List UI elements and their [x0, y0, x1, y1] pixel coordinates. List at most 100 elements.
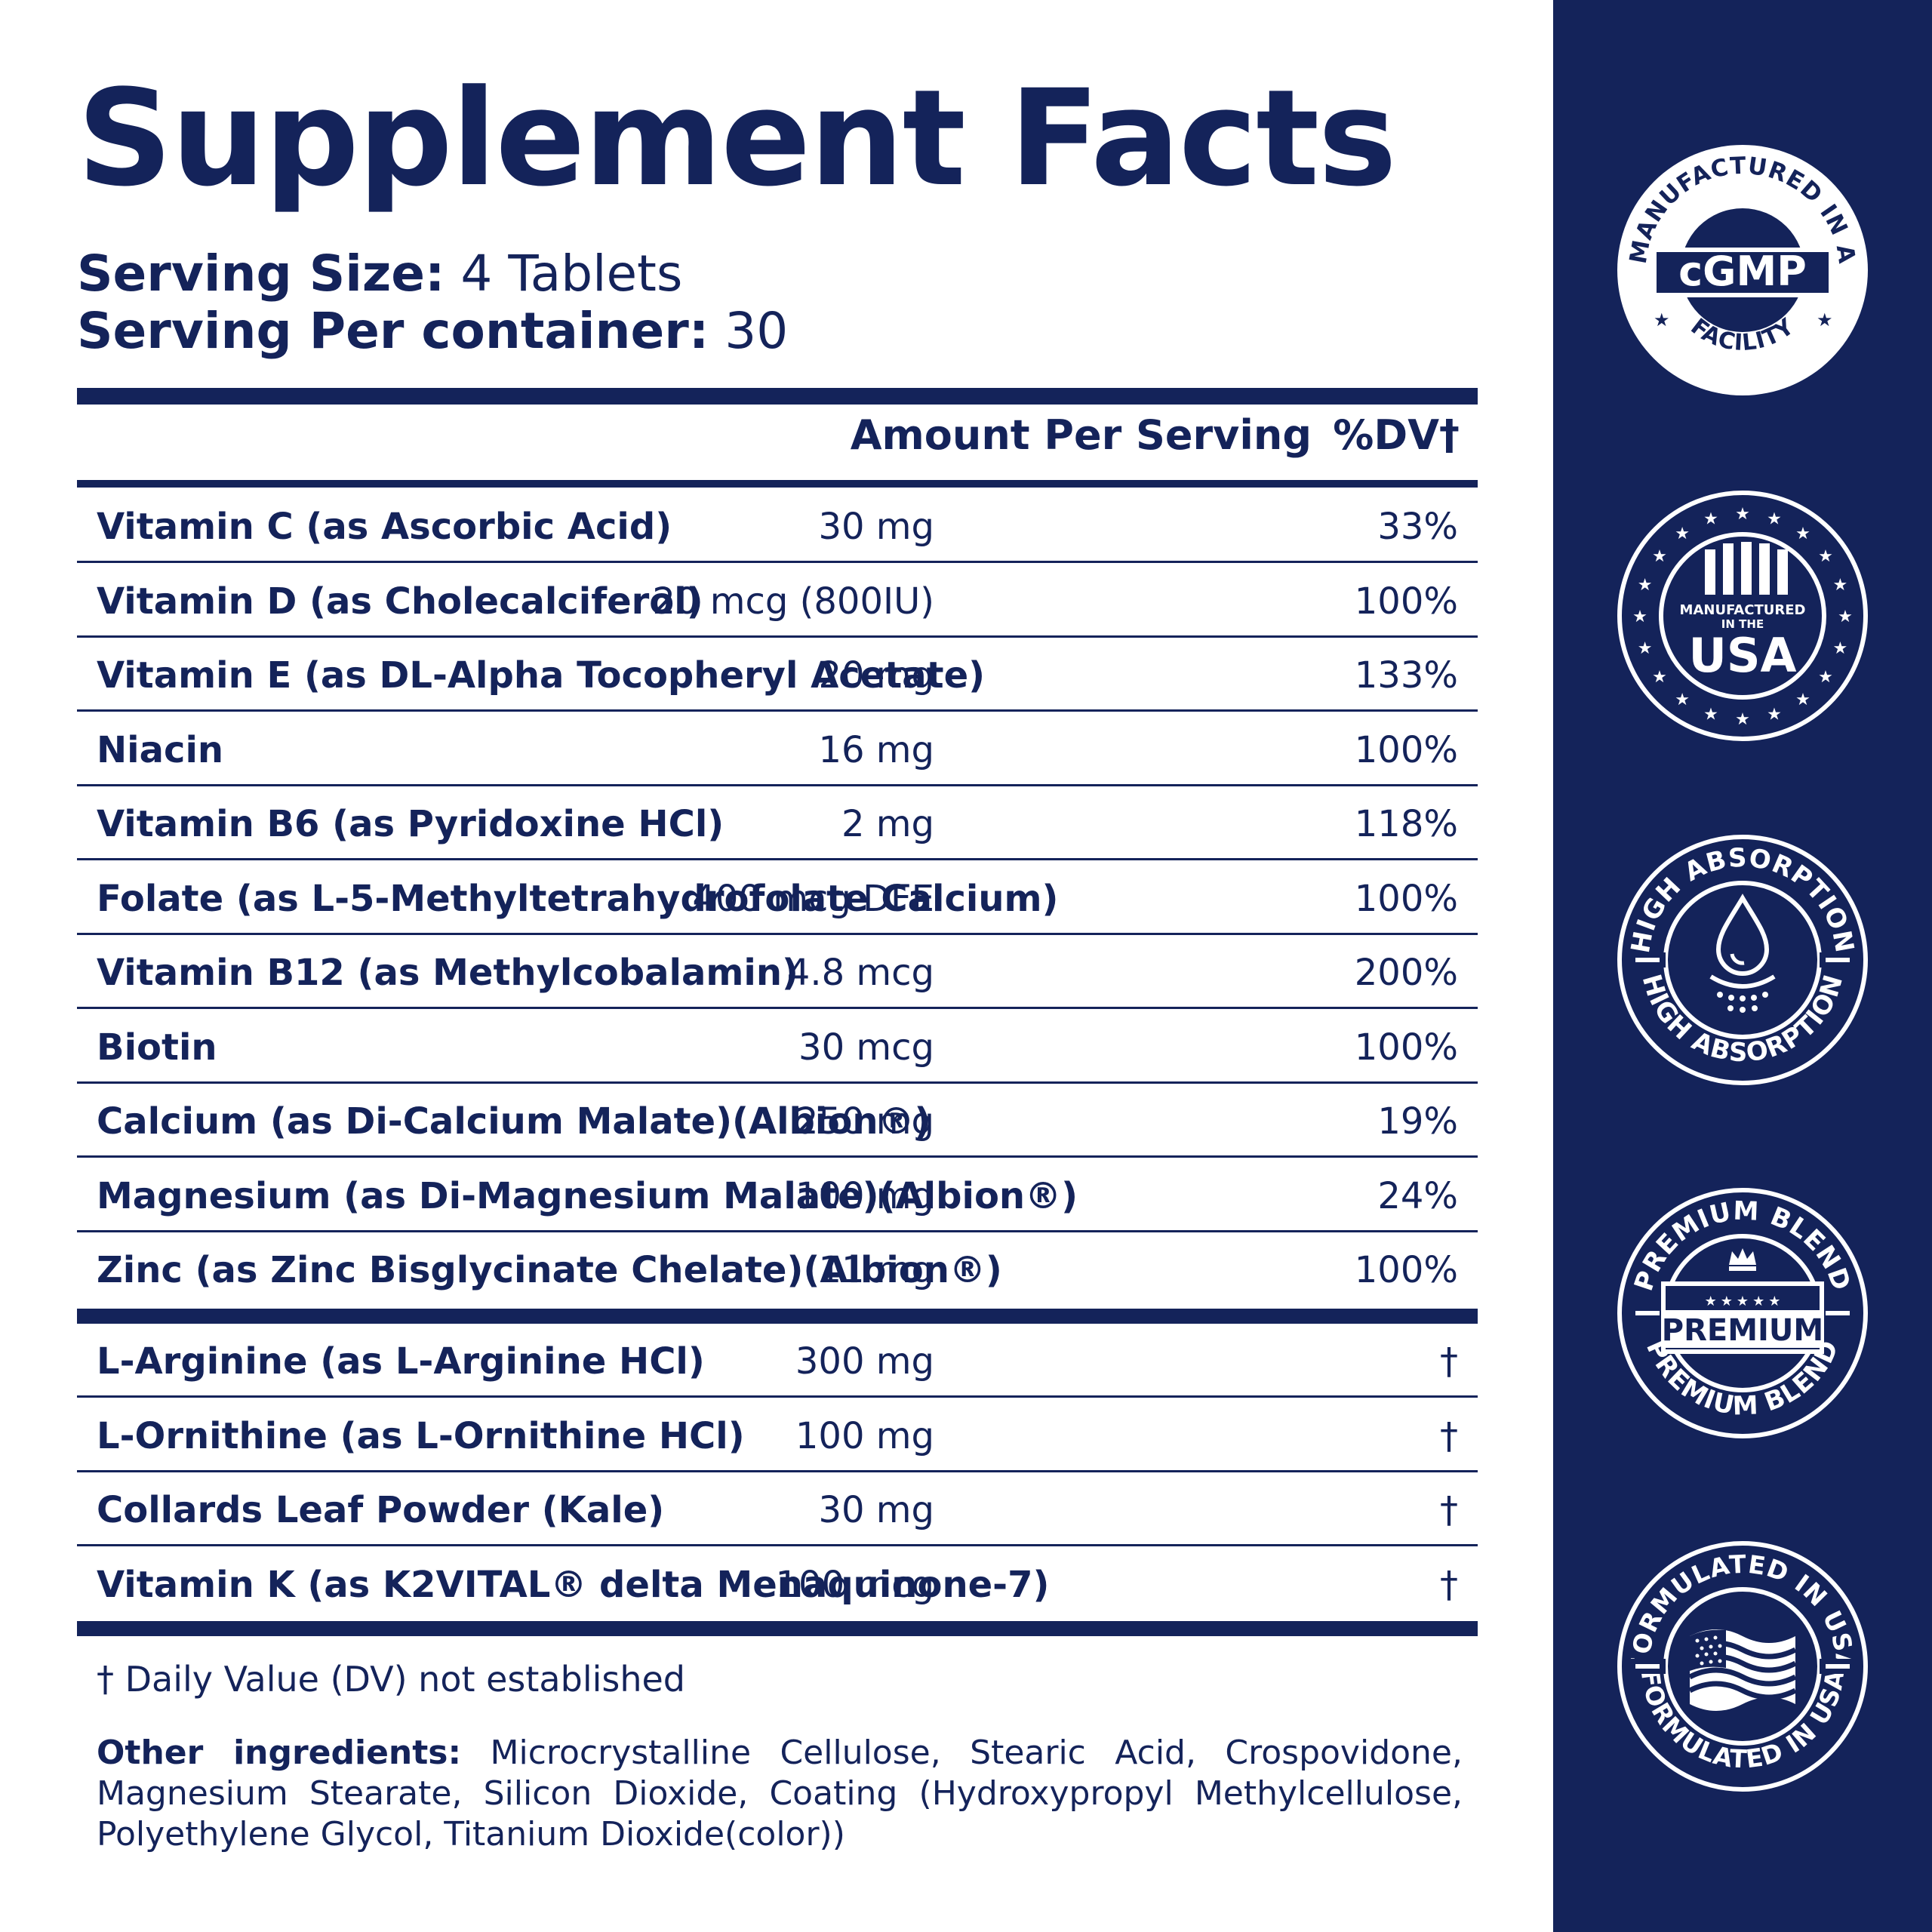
- nutrient-name: Vitamin B6 (as Pyridoxine HCl): [97, 803, 724, 845]
- nutrient-amount: 20 mcg (800IU): [652, 580, 934, 623]
- nutrient-amount: 30 mcg: [798, 1026, 934, 1069]
- nutrient-amount: 4.8 mcg: [786, 952, 934, 994]
- other-ingredients-text: Microcrystalline Cellulose, Stearic Acid…: [97, 1734, 1463, 1854]
- row-divider: [77, 1007, 1478, 1009]
- nutrient-daily-value: 100%: [1354, 1249, 1458, 1291]
- serving-size: Serving Size: 4 Tablets: [77, 249, 682, 299]
- nutrient-name: Niacin: [97, 728, 224, 771]
- table-bottom-rule: [77, 1621, 1478, 1636]
- row-divider: [77, 783, 1478, 786]
- nutrient-daily-value: 200%: [1354, 952, 1458, 994]
- badge-sidebar: MANUFACTURED IN A cGMP FACILITY ★ ★ ★ ★ ★ ★…: [1553, 0, 1932, 1932]
- made-in-usa-badge: ★ ★ ★ ★ ★ ★ ★ ★ ★ ★ ★ ★ ★ ★ ★ ★ ★ ★ ★ ★ MANUFACTURED IN THE…: [1616, 489, 1869, 743]
- star-icon: ★: [1838, 607, 1853, 626]
- svg-text:PREMIUM BLEND: PREMIUM BLEND: [1629, 1196, 1857, 1295]
- row-divider: [77, 1469, 1478, 1472]
- cgmp-center-text: cGMP: [1678, 248, 1807, 295]
- nutrient-daily-value: 100%: [1354, 877, 1458, 920]
- header-amount-per-serving: Amount Per Serving: [850, 411, 1312, 459]
- table-row: Folate (as L-5-Methyltetrahydrofolate Ca…: [77, 863, 1478, 935]
- nutrient-daily-value: 100%: [1354, 580, 1458, 623]
- nutrient-name: Folate (as L-5-Methyltetrahydrofolate Ca…: [97, 877, 1059, 920]
- nutrient-name: Zinc (as Zinc Bisglycinate Chelate)(Albi…: [97, 1249, 1002, 1291]
- nutrient-name: Collards Leaf Powder (Kale): [97, 1489, 665, 1531]
- nutrient-daily-value: 133%: [1354, 654, 1458, 697]
- nutrient-daily-value: 33%: [1377, 506, 1458, 548]
- usa-line1: MANUFACTURED: [1680, 602, 1806, 618]
- header-daily-value: %DV†: [1333, 411, 1460, 459]
- table-row: Vitamin D (as Cholecalciferol) 20 mcg (80…: [77, 565, 1478, 638]
- star-icon: ★: [1767, 509, 1782, 528]
- nutrient-amount: 400 mcg DFE: [692, 877, 934, 920]
- serving-size-label: Serving Size:: [77, 245, 445, 303]
- table-row: Collards Leaf Powder (Kale) 30 mg †: [77, 1474, 1478, 1546]
- nutrient-daily-value: 19%: [1377, 1100, 1458, 1143]
- table-row: Niacin 16 mg 100%: [77, 714, 1478, 786]
- star-icon: ★: [1675, 524, 1690, 543]
- nutrient-amount: 11 mg: [818, 1249, 934, 1291]
- nutrient-amount: 250 mg: [795, 1100, 934, 1143]
- row-divider: [77, 1081, 1478, 1084]
- table-row: Vitamin K (as K2VITAL® delta Menaquinone…: [77, 1549, 1478, 1621]
- nutrient-name: Vitamin B12 (as Methylcobalamin): [97, 952, 798, 994]
- table-row: Calcium (as Di-Calcium Malate)(Albion®) 2…: [77, 1085, 1478, 1158]
- nutrient-amount: 16 mg: [818, 728, 934, 771]
- us-flag-icon: [1688, 1629, 1797, 1711]
- servings-per-container-label: Serving Per container:: [77, 302, 709, 360]
- nutrient-name: Vitamin E (as DL-Alpha Tocopheryl Acetat…: [97, 654, 986, 697]
- cgmp-badge: MANUFACTURED IN A cGMP FACILITY ★ ★: [1616, 143, 1869, 397]
- other-ingredients-label: Other ingredients:: [97, 1734, 462, 1772]
- nutrient-name: Biotin: [97, 1026, 217, 1069]
- row-divider: [77, 858, 1478, 860]
- nutrient-daily-value: 100%: [1354, 728, 1458, 771]
- serving-size-value: 4 Tablets: [445, 245, 683, 303]
- nutrient-daily-value: †: [1440, 1340, 1458, 1383]
- star-icon: ★: [1832, 638, 1847, 657]
- row-divider: [77, 1544, 1478, 1546]
- row-divider: [77, 1395, 1478, 1398]
- table-row: Vitamin C (as Ascorbic Acid) 30 mg 33%: [77, 491, 1478, 563]
- row-divider: [77, 635, 1478, 638]
- table-row: Vitamin B12 (as Methylcobalamin) 4.8 mcg 2…: [77, 937, 1478, 1009]
- table-row: Magnesium (as Di-Magnesium Malate)(Albio…: [77, 1160, 1478, 1232]
- row-divider: [77, 1229, 1478, 1232]
- crown-icon: [1729, 1248, 1756, 1271]
- star-ring-icon: ★ ★ ★ ★ ★ ★ ★ ★ ★ ★ ★ ★ ★ ★ ★ ★ ★ ★ ★ ★: [1632, 504, 1853, 728]
- nutrient-daily-value: 24%: [1377, 1174, 1458, 1217]
- row-divider: [77, 709, 1478, 712]
- row-divider: [77, 1155, 1478, 1158]
- nutrient-amount: 20 mg: [818, 654, 934, 697]
- nutrient-daily-value: †: [1440, 1563, 1458, 1606]
- star-icon: ★: [1654, 310, 1670, 331]
- star-icon: ★: [1767, 704, 1782, 723]
- star-icon: ★: [1817, 310, 1833, 331]
- star-icon: ★: [1818, 546, 1833, 565]
- section-divider-rule: [77, 1309, 1478, 1324]
- premium-center-text: PREMIUM: [1662, 1313, 1823, 1348]
- star-icon: ★: [1795, 524, 1810, 543]
- star-icon: ★: [1638, 638, 1653, 657]
- table-row: L-Arginine (as L-Arginine HCl) 300 mg †: [77, 1325, 1478, 1398]
- nutrient-daily-value: 100%: [1354, 1026, 1458, 1069]
- table-row: Zinc (as Zinc Bisglycinate Chelate)(Albi…: [77, 1234, 1478, 1306]
- water-drop-icon: [1709, 894, 1776, 1013]
- star-icon: ★: [1703, 509, 1718, 528]
- dv-footnote: † Daily Value (DV) not established: [97, 1659, 686, 1700]
- star-icon: ★: [1652, 667, 1667, 686]
- nutrient-daily-value: 118%: [1354, 803, 1458, 845]
- five-stars-icon: ★ ★ ★ ★ ★: [1705, 1294, 1781, 1309]
- usa-line2: IN THE: [1721, 617, 1764, 631]
- table-row: Vitamin E (as DL-Alpha Tocopheryl Acetat…: [77, 639, 1478, 712]
- premium-top-text: PREMIUM BLEND: [1629, 1196, 1856, 1295]
- table-row: L-Ornithine (as L-Ornithine HCl) 100 mg †: [77, 1400, 1478, 1472]
- nutrient-amount: 2 mg: [841, 803, 934, 845]
- nutrient-amount: 300 mg: [795, 1340, 934, 1383]
- star-icon: ★: [1652, 546, 1667, 565]
- header-rule: [77, 480, 1478, 488]
- star-icon: ★: [1735, 504, 1750, 523]
- nutrient-name: Calcium (as Di-Calcium Malate)(Albion®): [97, 1100, 931, 1143]
- nutrient-name: L-Arginine (as L-Arginine HCl): [97, 1340, 705, 1383]
- table-top-rule: [77, 388, 1478, 405]
- high-absorption-badge: HIGH ABSORPTION HIGH ABSORPTION: [1616, 833, 1869, 1087]
- row-divider: [77, 561, 1478, 563]
